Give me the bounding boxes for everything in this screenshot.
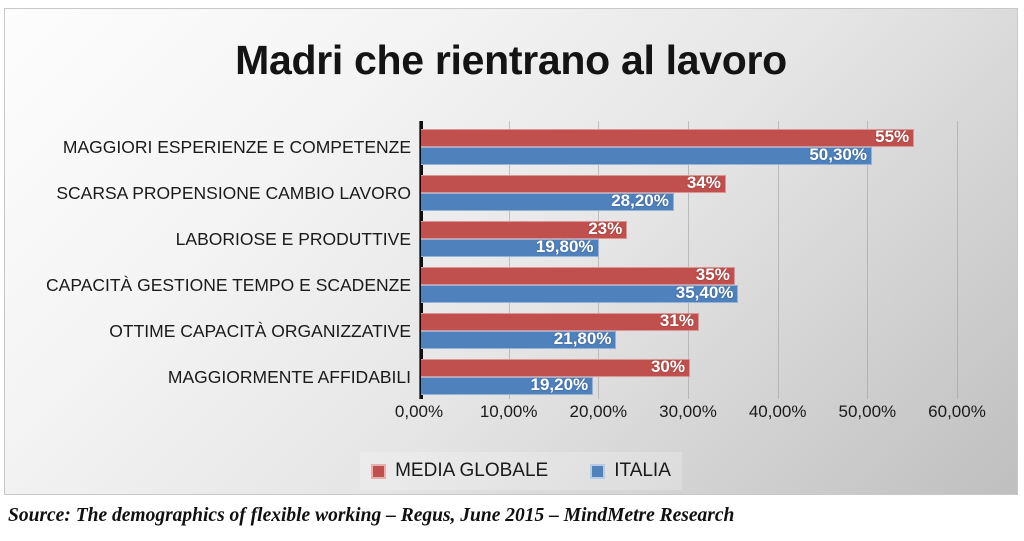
gridline (957, 121, 958, 399)
tick-label-6: 60,00% (928, 402, 986, 421)
bar-0-5[interactable]: 30% (421, 357, 690, 377)
bar-1-1[interactable]: 28,20% (421, 191, 674, 211)
bar-value-label: 35% (695, 265, 730, 284)
bar-1-3[interactable]: 35,40% (421, 283, 739, 303)
bar-0-2[interactable]: 23% (421, 219, 628, 239)
bar-1-4[interactable]: 21,80% (421, 329, 617, 349)
bar-value-label: 30% (650, 357, 685, 376)
legend-label: MEDIA GLOBALE (395, 460, 549, 481)
legend-entry-0[interactable]: MEDIA GLOBALE (371, 460, 548, 482)
chart-title: Madri che rientrano al lavoro (235, 37, 787, 83)
gridline (688, 121, 689, 399)
tick-label-2: 20,00% (569, 402, 628, 421)
bar-value-label: 28,20% (611, 191, 669, 210)
legend-swatch-icon (371, 463, 387, 479)
tick-label-5: 50,00% (838, 402, 897, 421)
category-label-3: CAPACITÀ GESTIONE TEMPO E SCADENZE (46, 275, 411, 295)
legend-swatch-icon (590, 463, 606, 479)
category-axis-labels: MAGGIORI ESPERIENZE E COMPETENZE SCARSA P… (15, 121, 415, 399)
bar-value-label: 34% (686, 173, 721, 192)
bar-value-label: 50,30% (809, 145, 868, 164)
bar-0-0[interactable]: 55% (421, 127, 915, 147)
legend-label: ITALIA (614, 460, 671, 481)
bar-value-label: 23% (588, 219, 623, 238)
tick-label-1: 10,00% (479, 402, 538, 421)
tick-label-4: 40,00% (748, 402, 807, 421)
bar-0-1[interactable]: 34% (421, 173, 726, 193)
category-label-1: SCARSA PROPENSIONE CAMBIO LAVORO (56, 183, 411, 203)
category-label-2: LABORIOSE E PRODUTTIVE (175, 229, 411, 249)
plot-area: 55% 50,30% 34% 28,20% 23% 19,80% 35% 35,40% 31% 2… (419, 121, 961, 399)
bar-1-0[interactable]: 50,30% (421, 145, 873, 165)
bar-1-2[interactable]: 19,80% (421, 237, 599, 257)
bar-1-5[interactable]: 19,20% (421, 375, 594, 395)
source-note: Source: The demographics of flexible wor… (8, 505, 735, 526)
category-label-5: MAGGIORMENTE AFFIDABILI (167, 367, 411, 387)
bar-value-label: 35,40% (675, 283, 734, 302)
chart-legend: MEDIA GLOBALE ITALIA (360, 452, 682, 490)
gridline (508, 121, 510, 399)
value-axis-tick-labels: 0,00% 10,00% 20,00% 30,00% 40,00% 50,00% 60,00… (395, 402, 986, 428)
tick-label-3: 30,00% (659, 402, 717, 421)
bar-value-label: 21,80% (553, 329, 612, 348)
bar-value-label: 19,80% (535, 237, 594, 256)
legend-entry-1[interactable]: ITALIA (590, 460, 671, 482)
bar-value-label: 19,20% (530, 375, 589, 394)
category-label-4: OTTIME CAPACITÀ ORGANIZZATIVE (109, 321, 411, 341)
category-label-0: MAGGIORI ESPERIENZE E COMPETENZE (62, 137, 411, 157)
tick-label-0: 0,00% (394, 402, 444, 421)
gridline (598, 121, 600, 399)
chart-panel: Madri che rientrano al lavoro MAGGIORI E… (4, 8, 1018, 495)
bar-0-3[interactable]: 35% (421, 265, 735, 285)
value-axis-line (419, 121, 423, 399)
bar-value-label: 31% (659, 311, 694, 330)
bar-0-4[interactable]: 31% (421, 311, 699, 331)
gridline (867, 121, 869, 399)
bar-value-label: 55% (875, 127, 910, 146)
gridline (419, 121, 420, 399)
gridline (777, 121, 779, 399)
